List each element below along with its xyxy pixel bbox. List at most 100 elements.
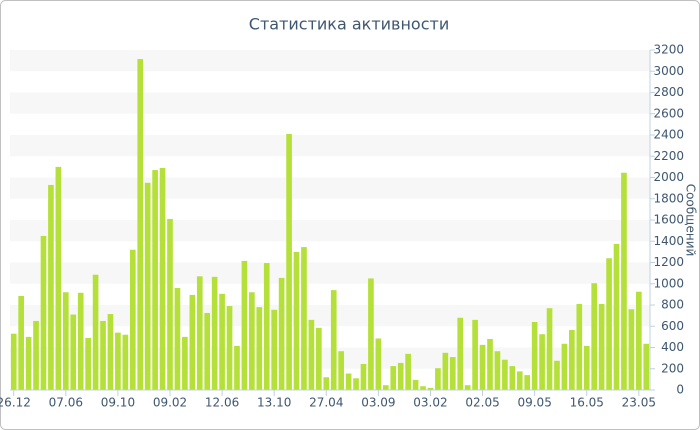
x-tick-label: 02.05: [465, 396, 499, 410]
bar: [345, 373, 352, 390]
bar: [516, 371, 523, 390]
bar: [464, 385, 471, 390]
grid-band: [10, 177, 650, 199]
bar: [122, 334, 129, 390]
grid-band: [10, 262, 650, 284]
x-tick-label: 09.05: [517, 396, 551, 410]
bar: [286, 133, 292, 390]
bar: [100, 320, 106, 390]
bar: [330, 290, 337, 390]
bar: [271, 309, 278, 390]
bar: [189, 294, 196, 390]
bar: [427, 387, 434, 390]
bar: [301, 247, 307, 390]
bar: [368, 278, 374, 390]
y-tick-label: 2200: [653, 149, 684, 163]
bar: [263, 263, 270, 390]
bar: [472, 319, 478, 390]
y-tick-label: 2000: [653, 170, 684, 184]
x-tick-label: 03.02: [413, 396, 447, 410]
bar: [449, 357, 456, 390]
y-tick-label: 1200: [653, 255, 684, 269]
bar: [353, 378, 359, 390]
chart-title: Статистика активности: [249, 15, 449, 34]
bar: [204, 312, 211, 390]
bar: [137, 59, 144, 390]
bar: [174, 288, 181, 390]
y-tick-label: 400: [661, 340, 684, 354]
x-tick-label: 12.06: [205, 396, 239, 410]
y-tick-label: 1000: [653, 276, 684, 290]
bar: [55, 166, 62, 390]
bar: [390, 366, 397, 390]
y-axis-label: Сообщений: [684, 184, 698, 257]
grid-band: [10, 92, 650, 114]
y-tick-label: 600: [661, 319, 684, 333]
y-tick-label: 3200: [653, 43, 684, 57]
bar: [226, 306, 233, 390]
y-tick-label: 1800: [653, 191, 684, 205]
bar: [92, 274, 99, 390]
grid-band: [10, 135, 650, 157]
bar: [219, 293, 225, 390]
bar: [442, 352, 449, 390]
bar: [107, 314, 114, 390]
grid-band: [10, 50, 650, 72]
x-tick-label: 16.05: [570, 396, 604, 410]
bar: [412, 379, 419, 390]
bar: [33, 320, 39, 390]
x-tick-label: 13.10: [257, 396, 291, 410]
bar: [457, 317, 464, 390]
bar: [435, 368, 441, 390]
bar: [546, 308, 553, 390]
bar: [152, 170, 158, 390]
bar: [420, 386, 426, 390]
y-tick-label: 1400: [653, 234, 684, 248]
bar: [494, 351, 501, 390]
bar: [129, 249, 136, 390]
bar: [167, 218, 173, 390]
x-tick-label: 26.12: [0, 396, 31, 410]
y-tick-label: 800: [661, 298, 684, 312]
bar: [316, 327, 322, 390]
bar: [598, 303, 605, 390]
bar: [502, 359, 508, 390]
y-tick-label: 2800: [653, 85, 684, 99]
bar: [576, 303, 583, 390]
bar: [196, 276, 203, 390]
bar: [293, 251, 300, 390]
bar: [613, 243, 620, 390]
grid-band: [10, 220, 650, 242]
bar: [278, 277, 285, 390]
bar: [539, 334, 545, 390]
y-tick-label: 200: [661, 361, 684, 375]
bar: [628, 309, 635, 390]
bar: [115, 332, 121, 390]
y-tick-label: 2400: [653, 128, 684, 142]
bar: [606, 258, 612, 390]
bar: [479, 344, 486, 390]
bar: [583, 345, 590, 390]
bar: [249, 292, 255, 390]
bar: [554, 360, 560, 390]
bar: [308, 319, 315, 390]
bar: [524, 375, 531, 390]
y-tick-label: 0: [676, 383, 684, 397]
bar: [211, 276, 218, 390]
bar: [338, 351, 344, 390]
bar: [144, 182, 151, 390]
bar: [643, 343, 650, 390]
bar: [509, 366, 516, 390]
y-tick-label: 1600: [653, 213, 684, 227]
bar: [375, 338, 382, 390]
bar: [182, 336, 188, 390]
bar: [397, 362, 404, 390]
x-tick-label: 09.10: [101, 396, 135, 410]
y-tick-label: 2600: [653, 106, 684, 120]
x-tick-label: 23.05: [622, 396, 656, 410]
bar: [323, 377, 330, 390]
x-tick-label: 27.04: [309, 396, 343, 410]
bar: [487, 339, 493, 390]
bar: [48, 184, 54, 390]
